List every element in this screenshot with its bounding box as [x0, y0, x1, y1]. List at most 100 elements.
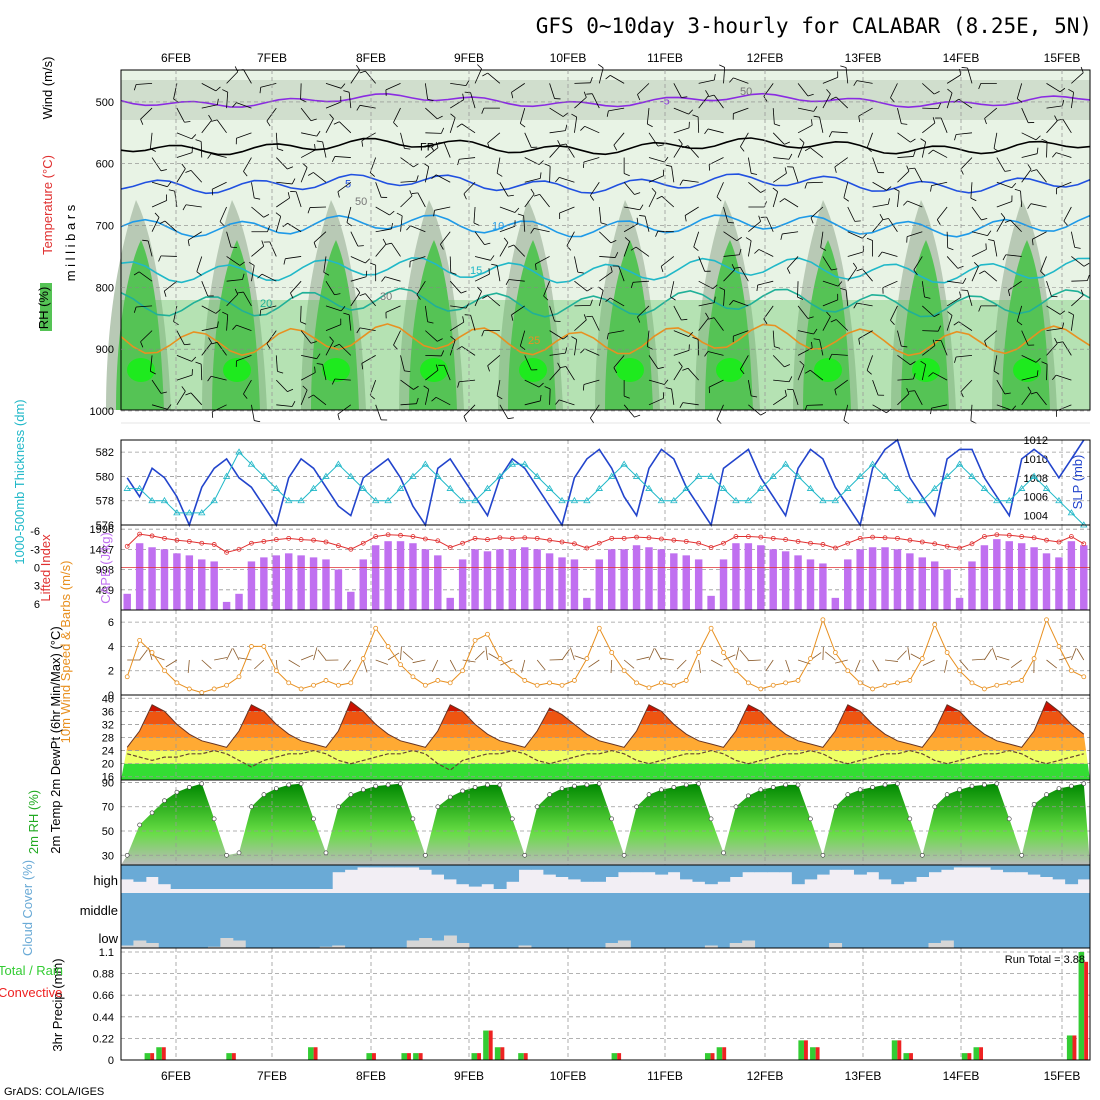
- rh-lower-band: [121, 300, 1090, 410]
- pressure-tick-label: 700: [96, 221, 114, 233]
- cape-bar: [210, 561, 217, 610]
- wind-barb: [425, 355, 441, 356]
- wind-speed-point: [473, 638, 477, 642]
- rh-point: [796, 783, 800, 787]
- wind-speed-point: [150, 651, 154, 655]
- wind-speed-point: [759, 687, 763, 691]
- wind-barb: [807, 182, 823, 183]
- high-cloud-bar: [432, 865, 445, 875]
- wind-speed-point: [125, 675, 129, 679]
- wind-barb: [508, 418, 514, 419]
- high-cloud-bar: [593, 865, 606, 882]
- rh-point: [411, 817, 415, 821]
- rh-point: [560, 787, 564, 791]
- date-label-top: 10FEB: [550, 51, 587, 65]
- low-cloud-bar: [829, 943, 842, 948]
- high-cloud-bar: [494, 865, 507, 889]
- cape-bar: [1006, 541, 1013, 610]
- date-label-top: 14FEB: [943, 51, 980, 65]
- surface-wind-barb: [649, 648, 654, 660]
- wind-speed-point: [697, 651, 701, 655]
- surface-wind-barb: [233, 648, 239, 660]
- cape-bar: [123, 594, 130, 610]
- rh-point: [722, 851, 726, 855]
- rh-tick-label: 30: [102, 850, 114, 862]
- precip-tick-label: 0.88: [93, 969, 114, 981]
- precip-convective-bar: [1084, 962, 1088, 1060]
- high-cloud-bar: [283, 865, 296, 889]
- wind-speed-point: [324, 678, 328, 682]
- wind-speed-point: [659, 681, 663, 685]
- middle-cloud-layer: [121, 893, 1090, 948]
- wind-panel-frame: [121, 610, 1090, 695]
- surface-wind-barb: [486, 647, 488, 660]
- rh-point: [585, 783, 589, 787]
- surface-wind-barb: [885, 660, 898, 662]
- wind-speed-point: [336, 683, 340, 687]
- high-cloud-bar: [804, 865, 817, 879]
- surface-wind-barb: [227, 648, 233, 660]
- low-cloud-bar: [444, 936, 457, 949]
- wind-tick-label: 2: [108, 666, 114, 678]
- high-cloud-bar: [332, 865, 345, 872]
- rh-point: [647, 793, 651, 797]
- wind-barb: [840, 66, 846, 68]
- rh-point: [423, 853, 427, 857]
- rh-point: [150, 811, 154, 815]
- cape-bar: [1055, 557, 1062, 610]
- wind-barb: [465, 315, 471, 316]
- high-cloud-bar: [643, 865, 656, 872]
- wind-speed-point: [858, 681, 862, 685]
- date-label-bottom: 10FEB: [550, 1069, 587, 1083]
- cape-bar: [459, 559, 466, 610]
- rh-point: [274, 787, 278, 791]
- rh-point: [299, 782, 303, 786]
- wind-tick-label: 4: [108, 641, 114, 653]
- cape-bar: [384, 541, 391, 610]
- rh-point: [448, 795, 452, 799]
- surface-wind-barb: [740, 650, 748, 660]
- rh-contour-label: 30: [380, 291, 392, 303]
- date-label-bottom: 15FEB: [1044, 1069, 1081, 1083]
- precip-convective-bar: [314, 1047, 318, 1060]
- cape-bar: [707, 596, 714, 610]
- cape-bar: [136, 543, 143, 610]
- wind-speed-point: [274, 669, 278, 673]
- high-cloud-bar: [183, 865, 196, 889]
- high-cloud-bar: [680, 865, 693, 879]
- pressure-tick-label: 900: [96, 344, 114, 356]
- surface-wind-barb: [537, 660, 545, 670]
- rh-tick-label: 90: [102, 777, 114, 789]
- rh-point: [1045, 793, 1049, 797]
- cape-bar: [881, 547, 888, 610]
- isotherm-label: 25: [528, 335, 540, 347]
- pressure-tick-label: 800: [96, 282, 114, 294]
- cape-bar: [794, 555, 801, 610]
- low-cloud-bar: [419, 938, 432, 948]
- wind-speed-point: [970, 681, 974, 685]
- wind-barb: [962, 67, 968, 68]
- surface-wind-barb: [908, 647, 910, 660]
- wind-barb: [450, 256, 451, 272]
- low-cloud-bar: [233, 941, 246, 949]
- high-cloud-bar: [531, 865, 544, 870]
- surface-wind-barb: [376, 660, 388, 664]
- run-total-annotation: Run Total = 3.88: [1005, 954, 1085, 966]
- wind-barb: [658, 231, 674, 232]
- wind-barb: [366, 271, 367, 277]
- high-cloud-bar: [606, 865, 619, 877]
- surface-wind-barb: [432, 660, 437, 672]
- rh-point: [784, 783, 788, 787]
- pressure-tick-label: 600: [96, 159, 114, 171]
- cloud-level-middle: middle: [80, 903, 118, 918]
- wind-barb: [161, 256, 177, 257]
- wind-speed-point: [299, 687, 303, 691]
- precip-convective-bar: [419, 1053, 423, 1060]
- high-cloud-bar: [295, 865, 308, 889]
- wind-speed-point: [1057, 644, 1061, 648]
- precip-legend-total: Total / Rain: [0, 963, 63, 978]
- wind-barb: [464, 416, 467, 421]
- temp-tick-label: 20: [102, 759, 114, 771]
- rh-point: [324, 851, 328, 855]
- surface-wind-barb: [254, 660, 264, 669]
